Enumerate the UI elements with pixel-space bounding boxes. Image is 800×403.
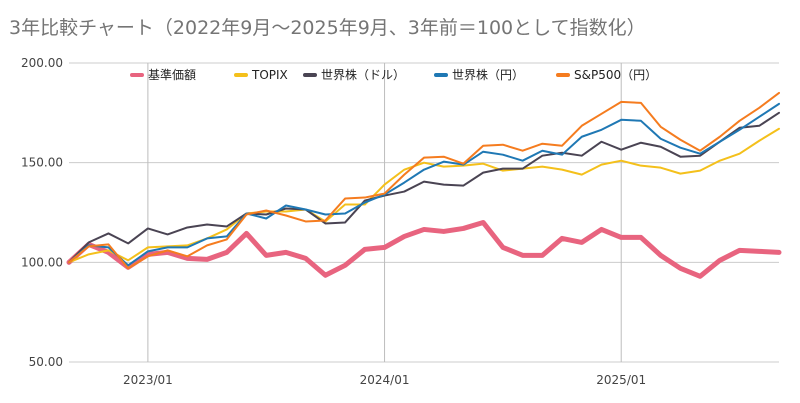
chart-title: 3年比較チャート（2022年9月～2025年9月、3年前＝100として指数化） [9,17,646,39]
legend-label: S&P500（円） [574,68,657,82]
series-line-2 [68,111,780,264]
y-tick-label: 100.00 [21,255,63,269]
x-tick-label: 2023/01 [123,373,173,387]
series-line-1 [68,127,780,264]
y-tick-label: 50.00 [29,355,63,369]
y-tick-label: 150.00 [21,156,63,170]
legend-label: 基準価額 [148,67,196,82]
legend: 基準価額 TOPIX 世界株（ドル） 世界株（円） S&P500（円） [130,67,657,82]
legend-label: 世界株（ドル） [321,67,405,82]
series-layer [66,91,782,279]
legend-label: 世界株（円） [452,67,524,82]
x-tick-label: 2024/01 [360,373,410,387]
series-line-0 [66,219,782,279]
x-tick-label: 2025/01 [596,373,646,387]
y-tick-label: 200.00 [21,56,63,70]
legend-label: TOPIX [251,68,288,82]
axis-layer: 50.00 100.00 150.00 200.00 2023/01 2024/01 202… [21,56,646,387]
series-line-3 [68,102,780,267]
grid-layer [69,62,779,363]
series-line-4 [68,91,780,270]
